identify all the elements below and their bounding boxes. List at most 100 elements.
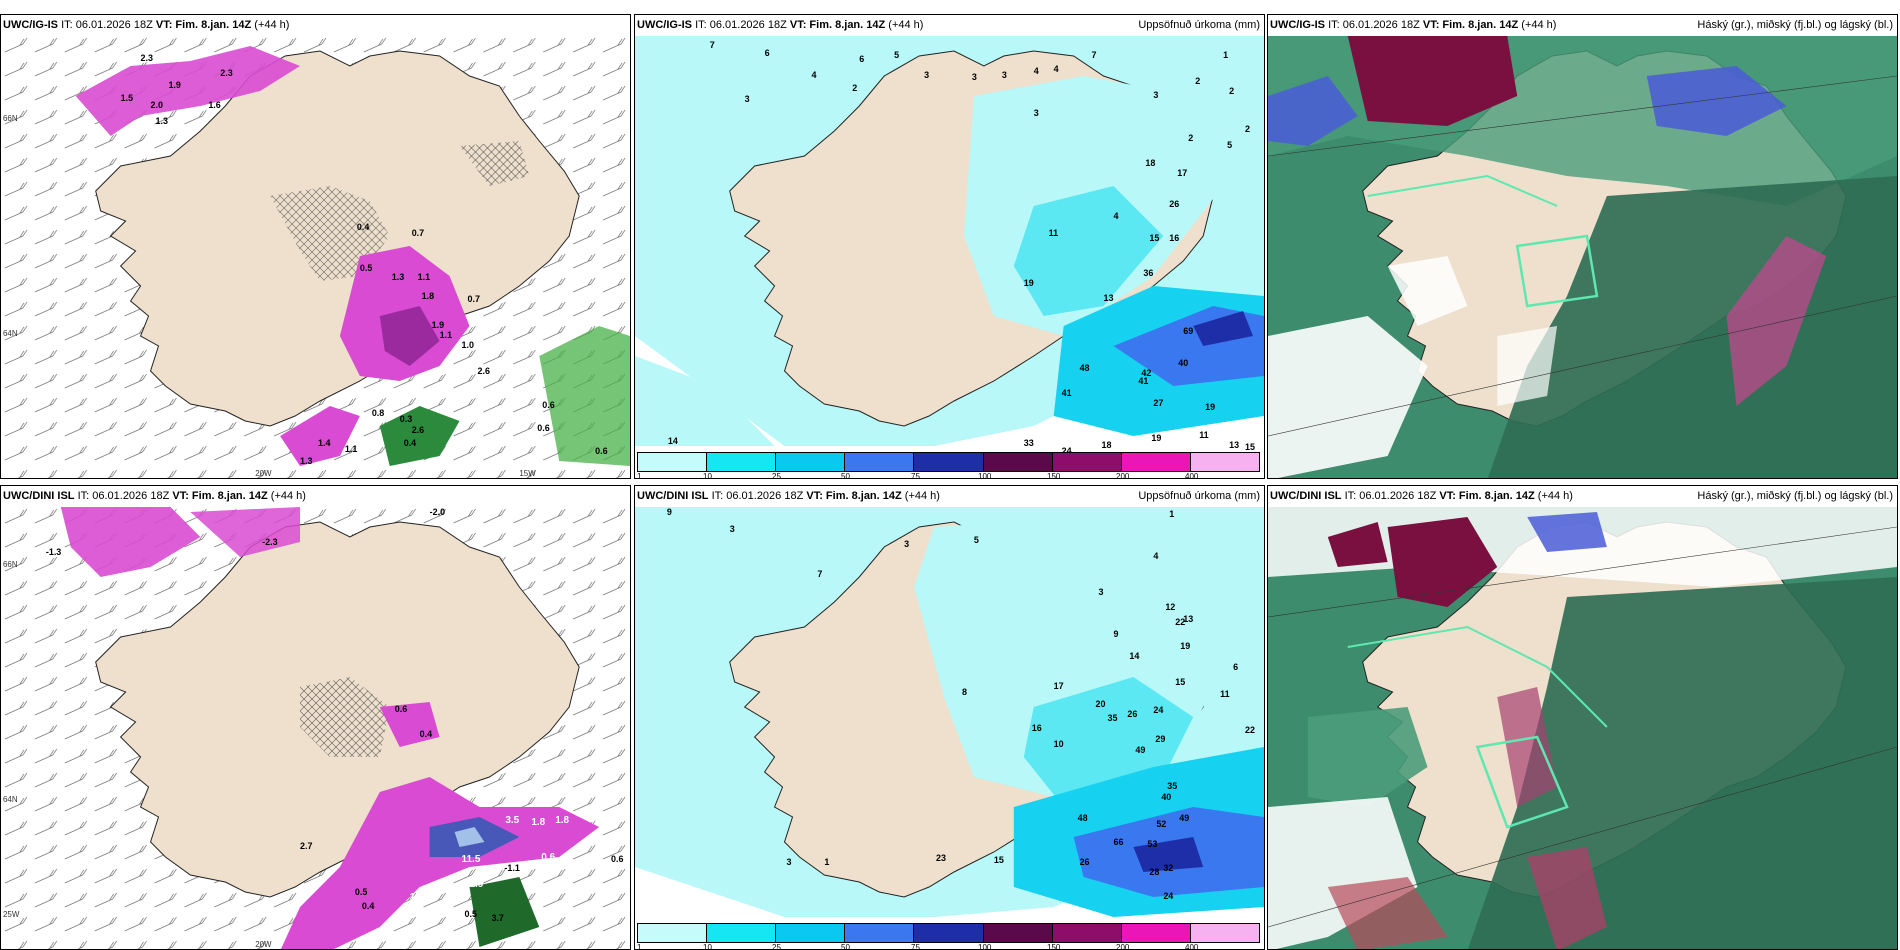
precip-label: 3 [787,857,792,867]
precip-label: 22 [1175,617,1185,627]
snow-label: 2.6 [412,425,424,435]
lon-label: 15W [519,469,536,478]
colorbar-tick: 75 [911,472,920,479]
precip-label: 32 [1163,863,1173,873]
precip-label: 5 [894,50,899,60]
colorbar-tick: 10 [703,943,712,950]
colorbar-tick: 150 [1047,472,1061,479]
snow-label: 0.8 [372,408,384,418]
precip-label: 6 [859,54,864,64]
field-title: Háský (gr.), miðský (fj.bl.) og lágský (… [1697,19,1893,31]
snow-label: 1.1 [440,330,452,340]
snow-label: 0.6 [611,854,623,864]
precip-label: 40 [1178,358,1188,368]
colorbar-bin [845,924,915,942]
snow-label: 2.3 [141,53,153,63]
cloud-map [1268,507,1897,949]
colorbar-tick: 200 [1116,472,1130,479]
colorbar-tick: 50 [841,472,850,479]
precip-label: 4 [1054,64,1059,74]
colorbar-bin [638,453,708,471]
precip-label: 2 [1188,133,1193,143]
colorbar-bin [1190,453,1259,471]
valid-time: VT: Fim. 8.jan. 14Z [155,19,252,31]
precip-label: 53 [1147,839,1157,849]
colorbar-bin [707,453,777,471]
colorbar-bins [637,452,1260,472]
valid-time: VT: Fim. 8.jan. 14Z [1422,19,1519,31]
model-name: UWC/IG-IS [3,19,58,31]
precip-label: 41 [1138,376,1148,386]
precip-label: 11 [1049,228,1058,238]
precip-label: 9 [667,507,672,517]
colorbar-ticks: 1 10 25 50 75 100 150 200 400 [637,472,1260,479]
precip-label: 24 [1153,705,1163,715]
precip-label: 19 [1180,641,1190,651]
panel-igis-snow: UWC/IG-IS IT: 06.01.2026 18Z VT: Fim. 8.… [0,14,631,479]
snow-label: 0.6 [395,704,407,714]
snow-label: 0.5 [355,887,367,897]
colorbar-bin [776,924,846,942]
precip-label: 49 [1179,813,1189,823]
precip-label: 6 [765,48,770,58]
precip-label: 19 [1151,433,1161,443]
precip-label: 11 [1220,689,1229,699]
snow-label: -2.3 [262,537,277,547]
colorbar-tick: 1 [637,472,642,479]
precip-label: 7 [710,40,715,50]
lead-time: (+44 h) [904,490,940,502]
precip-label: 27 [1153,398,1163,408]
precip-label: 17 [1054,681,1064,691]
precip-label: 24 [1062,446,1072,456]
valid-time: VT: Fim. 8.jan. 14Z [1439,490,1535,502]
snow-label: 1.3 [300,456,312,466]
model-name: UWC/IG-IS [1270,19,1325,31]
field-title: Háský (gr.), miðský (fj.bl.) og lágský (… [1697,490,1893,502]
valid-time: VT: Fim. 8.jan. 14Z [806,490,902,502]
precip-label: 13 [1183,614,1193,624]
init-time: IT: 06.01.2026 18Z [711,490,804,502]
precip-label: 48 [1078,813,1088,823]
precip-map: 7 6 3 5 6 4 2 3 3 3 4 4 7 3 1 2 3 2 2 5 [635,36,1264,478]
colorbar-bin [983,924,1053,942]
snow-label: 1.4 [318,438,330,448]
precip-label: 35 [1107,713,1117,723]
panel-igis-precip: UWC/IG-IS IT: 06.01.2026 18Z VT: Fim. 8.… [634,14,1265,479]
precip-label: 12 [1165,602,1175,612]
precip-label: 3 [730,524,735,534]
precip-label: 6 [1233,662,1238,672]
precip-label: 15 [1149,233,1159,243]
snow-label: 1.1 [345,444,357,454]
snow-label: 3.7 [491,913,503,923]
precip-label: 69 [1183,326,1193,336]
precip-label: 3 [745,94,750,104]
snow-label: 0.6 [541,852,555,863]
model-name: UWC/IG-IS [637,19,692,31]
precip-label: 5 [974,535,979,545]
panel-header: UWC/DINI ISL IT: 06.01.2026 18Z VT: Fim.… [635,486,1264,507]
precip-label: 3 [972,72,977,82]
precip-label: 1 [1169,509,1174,519]
snow-label: 0.6 [595,446,607,456]
snow-label: 0.5 [360,263,372,273]
valid-time: VT: Fim. 8.jan. 14Z [789,19,886,31]
precip-label: 13 [1229,440,1239,450]
snow-map: 2.3 2.3 1.5 2.0 1.9 1.6 1.3 0.4 0.7 0.5 … [1,36,630,478]
snow-label: 2.3 [220,68,232,78]
lat-label: 64N [3,795,18,804]
precip-labels: 9 3 3 5 1 4 3 9 12 13 22 19 14 15 17 20 … [667,507,1255,901]
panel-dini-snow: UWC/DINI ISL IT: 06.01.2026 18Z VT: Fim.… [0,485,631,950]
colorbar-tick: 200 [1116,943,1130,950]
snow-label: 1.9 [432,320,444,330]
snow-label: 2.6 [477,366,489,376]
snow-label: 0.4 [404,438,416,448]
snow-depth-labels: 2.3 2.3 1.5 2.0 1.9 1.6 1.3 0.4 0.7 0.5 … [121,53,608,466]
precip-label: 42 [1141,368,1151,378]
precip-label: 15 [1245,442,1255,452]
precip-label: 2 [1195,76,1200,86]
snow-label: -1.3 [46,547,61,557]
colorbar-bin [914,453,984,471]
precip-label: 36 [1143,268,1153,278]
init-time: IT: 06.01.2026 18Z [1344,490,1437,502]
precip-label: 18 [1145,158,1155,168]
